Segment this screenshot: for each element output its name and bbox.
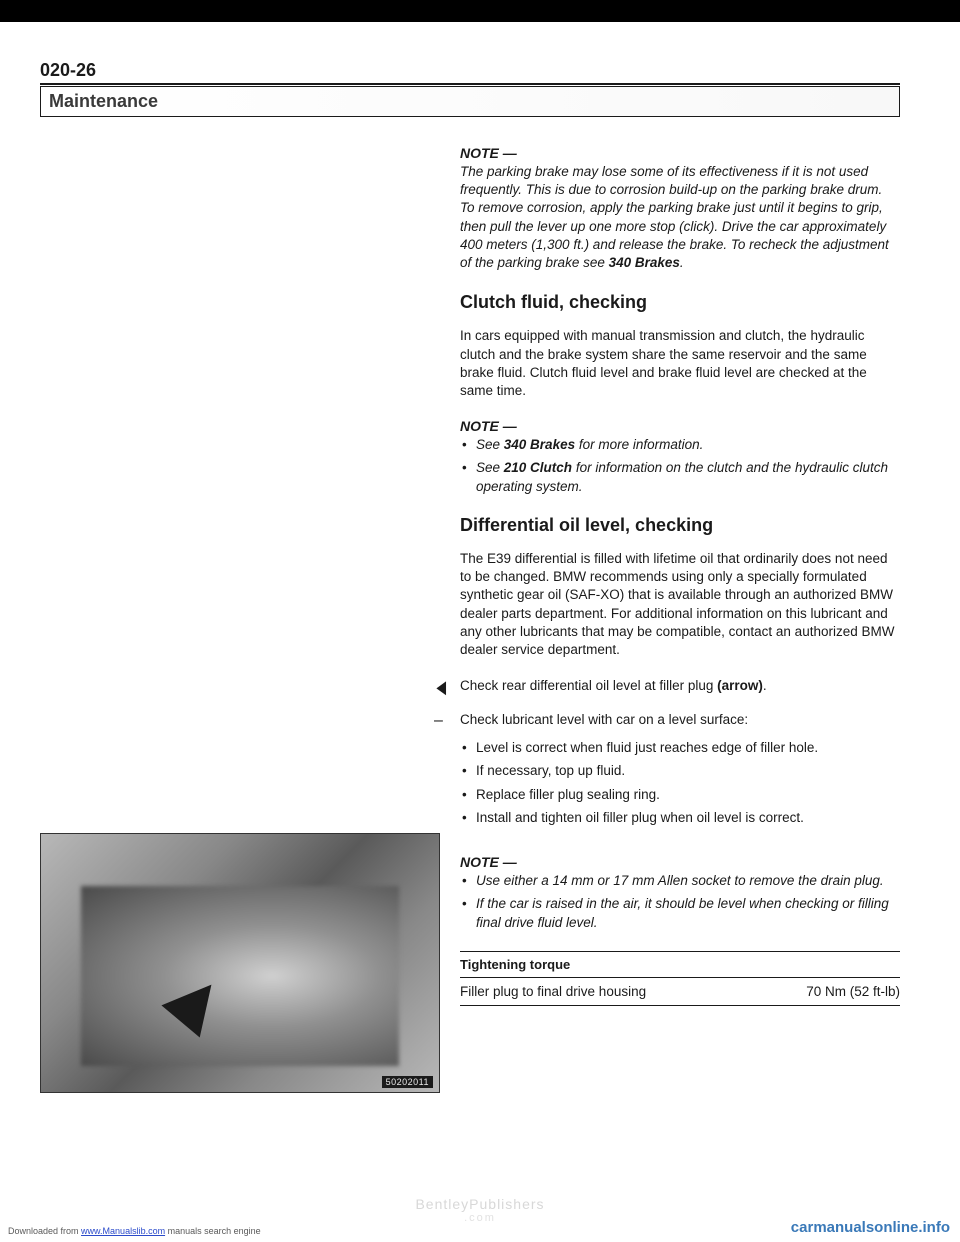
step-check-post: .	[763, 678, 767, 693]
note2-list: See 340 Brakes for more information. See…	[460, 436, 900, 497]
note2-item2-bold: 210 Clutch	[504, 460, 572, 475]
differential-photo: 50202011	[40, 833, 440, 1093]
note1-body: The parking brake may lose some of its e…	[460, 163, 900, 272]
step-lubricant-text: Check lubricant level with car on a leve…	[460, 711, 818, 842]
note2-item1-bold: 340 Brakes	[504, 437, 575, 452]
lubricant-bullets: Level is correct when fluid just reaches…	[460, 738, 818, 828]
note3-head: NOTE —	[460, 854, 900, 870]
note3-list: Use either a 14 mm or 17 mm Allen socket…	[460, 872, 900, 933]
note1-text-post: .	[680, 255, 684, 270]
dash-marker-icon: –	[434, 711, 450, 730]
para-clutch: In cars equipped with manual transmissio…	[460, 327, 900, 400]
figure-id-label: 50202011	[382, 1076, 433, 1088]
torque-label: Filler plug to final drive housing	[460, 984, 646, 999]
note1-bold: 340 Brakes	[609, 255, 680, 270]
bullet-3: Replace filler plug sealing ring.	[460, 785, 818, 805]
note2-item2: See 210 Clutch for information on the cl…	[460, 459, 900, 497]
step-lub-label: Check lubricant level with car on a leve…	[460, 712, 748, 727]
bullet-1: Level is correct when fluid just reaches…	[460, 738, 818, 758]
footer-right-link[interactable]: carmanualsonline.info	[791, 1219, 950, 1236]
footer-left-pre: Downloaded from	[8, 1226, 81, 1236]
note2-item1-post: for more information.	[575, 437, 703, 452]
step-check-text: Check rear differential oil level at fil…	[460, 677, 767, 696]
torque-heading: Tightening torque	[460, 951, 900, 978]
step-check-pre: Check rear differential oil level at fil…	[460, 678, 717, 693]
left-column: 50202011	[40, 145, 440, 1093]
note2-item1: See 340 Brakes for more information.	[460, 436, 900, 455]
note3-item2: If the car is raised in the air, it shou…	[460, 895, 900, 933]
note3-item1: Use either a 14 mm or 17 mm Allen socket…	[460, 872, 900, 891]
bullet-2: If necessary, top up fluid.	[460, 761, 818, 781]
top-black-bar	[0, 0, 960, 22]
note2-head: NOTE —	[460, 418, 900, 434]
two-column-content: 50202011 NOTE — The parking brake may lo…	[40, 145, 900, 1093]
arrow-icon	[161, 969, 230, 1038]
header-rule	[40, 83, 900, 85]
right-column: NOTE — The parking brake may lose some o…	[460, 145, 900, 1093]
page-number: 020-26	[40, 60, 900, 81]
footer-left: Downloaded from www.Manualslib.com manua…	[8, 1226, 261, 1236]
manualslib-link[interactable]: www.Manualslib.com	[81, 1226, 165, 1236]
section-header: Maintenance	[40, 86, 900, 117]
torque-row: Filler plug to final drive housing 70 Nm…	[460, 978, 900, 1006]
step-check: ◀ Check rear differential oil level at f…	[460, 677, 900, 699]
page-content: 020-26 Maintenance 50202011 NOTE — The p…	[40, 60, 900, 1202]
step-lubricant: – Check lubricant level with car on a le…	[460, 711, 900, 842]
note2-item1-pre: See	[476, 437, 504, 452]
torque-value: 70 Nm (52 ft-lb)	[806, 984, 900, 999]
bullet-4: Install and tighten oil filler plug when…	[460, 808, 818, 828]
heading-clutch: Clutch fluid, checking	[460, 292, 900, 313]
step-check-bold: (arrow)	[717, 678, 763, 693]
para-diff: The E39 differential is filled with life…	[460, 550, 900, 659]
footer-left-post: manuals search engine	[165, 1226, 261, 1236]
note2-item2-pre: See	[476, 460, 504, 475]
watermark-top: BentleyPublishers	[0, 1196, 960, 1212]
note1-head: NOTE —	[460, 145, 900, 161]
triangle-marker-icon: ◀	[436, 677, 447, 699]
heading-diff: Differential oil level, checking	[460, 515, 900, 536]
